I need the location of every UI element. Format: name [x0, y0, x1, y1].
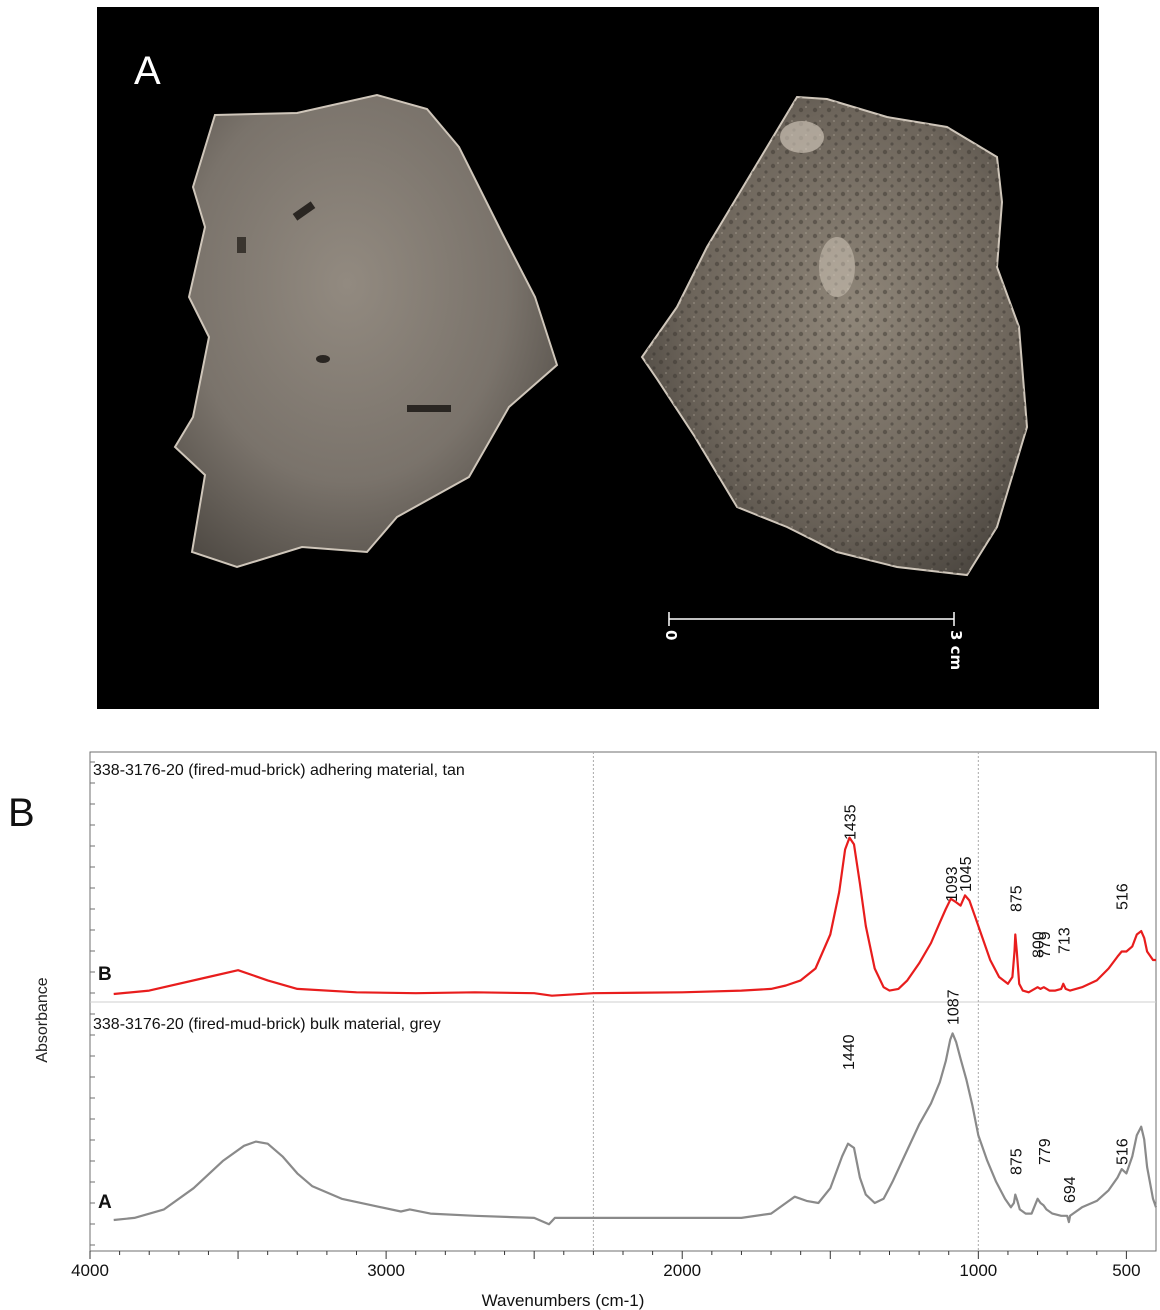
peak-label: 694 [1062, 1176, 1079, 1203]
series-line-B [113, 836, 1156, 997]
peak-label: 1435 [843, 804, 860, 840]
peak-label: 1093 [944, 866, 961, 902]
x-tick-label: 3000 [367, 1261, 405, 1280]
peak-label: 779 [1037, 931, 1054, 958]
peak-label: 875 [1008, 1148, 1025, 1175]
left-fragment [173, 93, 559, 569]
peak-label: 1045 [958, 856, 975, 892]
scale-bar [668, 612, 955, 626]
ftir-spectrum-chart: 338-3176-20 (fired-mud-brick) adhering m… [71, 751, 1158, 1310]
scale-bar-end-label: 3 cm [947, 630, 965, 671]
x-tick-label: 2000 [663, 1261, 701, 1280]
scale-bar-start-label: 0 [662, 630, 680, 641]
photo-panel-a: A [97, 7, 1099, 709]
series-title-A: 338-3176-20 (fired-mud-brick) bulk mater… [93, 1016, 441, 1033]
fragment-photo [173, 93, 1029, 626]
peak-label: 713 [1056, 927, 1073, 954]
series-letter-A: A [98, 1192, 112, 1213]
x-tick-label: 1000 [959, 1261, 997, 1280]
series-letter-B: B [98, 964, 112, 985]
series-title-B: 338-3176-20 (fired-mud-brick) adhering m… [93, 762, 465, 779]
peak-label: 516 [1115, 1138, 1132, 1165]
series-line-A [113, 1032, 1158, 1226]
peak-label: 875 [1008, 885, 1025, 912]
peak-label: 1440 [841, 1034, 858, 1070]
panel-b-label: B [8, 791, 35, 835]
x-tick-label: 4000 [71, 1261, 109, 1280]
peak-label: 516 [1115, 883, 1132, 910]
panel-a-label: A [134, 49, 161, 93]
peak-label: 779 [1037, 1138, 1054, 1165]
peak-label: 800 [1031, 931, 1048, 958]
x-tick-label: 500 [1112, 1261, 1140, 1280]
peak-label: 1087 [946, 989, 963, 1025]
x-axis-label: Wavenumbers (cm-1) [482, 1291, 645, 1310]
